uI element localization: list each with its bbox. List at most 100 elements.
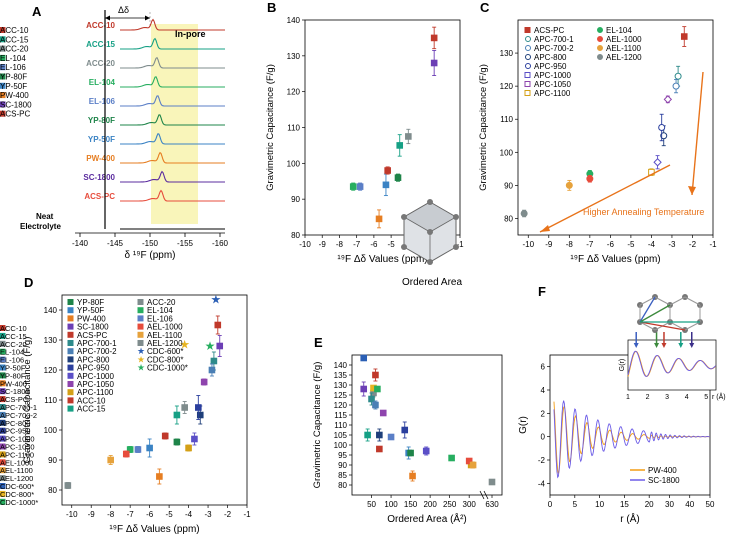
spectrum-label: EL-106 — [89, 97, 116, 106]
legend-marker — [67, 299, 74, 305]
spectrum-trace — [120, 56, 225, 69]
lattice-bond — [684, 296, 701, 306]
y-tick-label: 105 — [334, 431, 348, 440]
y-axis-label: Gravimetric Capacitance (F/g) — [265, 64, 276, 191]
y-tick-label: 130 — [44, 336, 58, 345]
legend-entry: YP-80F — [0, 371, 26, 380]
spectrum-label: EL-104 — [89, 78, 116, 87]
legend-entry: SC-1800 — [0, 387, 30, 396]
legend-marker — [0, 483, 6, 489]
data-point — [465, 457, 473, 465]
inpore-highlight — [151, 24, 198, 224]
lattice-bond — [669, 321, 686, 331]
x-tick-label: -6 — [370, 240, 378, 249]
legend-marker — [524, 72, 531, 78]
annealing-arrow-down-head — [688, 186, 696, 195]
peak-arrow-head — [633, 343, 639, 348]
data-point-star: ★ — [205, 339, 216, 353]
panel-f-label: F — [538, 284, 546, 299]
x-tick-label: 200 — [423, 500, 437, 509]
delta-label: Δδ — [118, 5, 129, 15]
legend-entry: SC-1800 — [648, 476, 680, 485]
legend-entry: ACC-20 — [0, 340, 27, 349]
legend-entry: EL-106 — [0, 356, 24, 365]
panel-a-x-tick-label: -150 — [142, 239, 159, 248]
legend-marker — [0, 459, 6, 466]
legend-marker — [0, 54, 6, 61]
legend-entry: ACS-PC — [534, 26, 564, 35]
spectrum-label: SC-1800 — [83, 173, 115, 182]
y-tick-label: 115 — [334, 411, 347, 420]
data-point — [360, 354, 368, 362]
y-tick-label: 130 — [334, 381, 348, 390]
lattice-bond — [639, 296, 656, 306]
legend-marker — [67, 331, 74, 338]
legend-entry: AEL-1000 — [147, 323, 183, 332]
y-tick-label: 140 — [287, 16, 301, 25]
x-tick-label: 30 — [665, 500, 674, 509]
legend-marker — [137, 299, 144, 305]
y-tick-label: 140 — [334, 361, 348, 370]
legend-marker — [0, 110, 6, 117]
legend-entry: SC-1800 — [77, 323, 109, 332]
panel-c: C -10 -9 -8 -7 -6 -5 -4 -3 -2 -1 80 90 100 110 120 130 ¹⁹… — [478, 0, 717, 265]
legend-marker — [0, 435, 6, 442]
legend-entry: APC-1000 — [77, 372, 114, 381]
y-tick-label: 90 — [338, 461, 347, 470]
y-tick-label: 4 — [541, 386, 546, 395]
legend-marker — [525, 45, 531, 51]
legend-entry: YP-80F — [0, 73, 27, 82]
y-tick-label: 90 — [291, 195, 300, 204]
data-point — [372, 371, 379, 379]
y-tick-label: 100 — [44, 426, 58, 435]
x-tick-label: -1 — [456, 240, 464, 249]
legend-entry: SC-1800 — [0, 100, 32, 109]
legend-entry: ACC-10 — [77, 396, 106, 405]
panel-a-label: A — [32, 4, 42, 19]
data-point — [379, 409, 387, 417]
legend-marker — [137, 315, 144, 322]
legend-marker — [67, 340, 74, 346]
legend-entry: CDC-600* — [147, 347, 183, 356]
legend-marker — [0, 427, 6, 434]
axis-break — [479, 490, 485, 500]
y-tick-label: 85 — [338, 471, 347, 480]
legend-entry: APC-800 — [534, 53, 567, 62]
x-tick-label: 300 — [463, 500, 477, 509]
legend-entry: YP-50F — [77, 306, 104, 315]
legend-marker — [67, 389, 74, 396]
legend-marker — [0, 325, 6, 331]
legend-entry: APC-700-2 — [534, 44, 574, 53]
legend-marker — [0, 380, 6, 387]
data-point — [680, 33, 688, 40]
annealing-arrow-down — [691, 71, 704, 196]
panel-a-x-label: δ ¹⁹F (ppm) — [125, 250, 176, 261]
legend-entry: YP-80F — [77, 298, 104, 307]
y-tick-label: 0 — [541, 433, 546, 442]
data-point — [469, 461, 477, 469]
data-point-star: ★ — [179, 338, 190, 352]
panel-a: A In-pore Δδ ACC-10 ACC-15 ACC-20 EL-104 EL-… — [20, 4, 229, 261]
lattice-distance-vector — [639, 321, 686, 331]
data-point — [216, 342, 224, 350]
legend-entry: APC-1100 — [0, 450, 34, 459]
legend-entry: APC-700-1 — [534, 35, 574, 44]
legend-marker: ★ — [137, 346, 145, 356]
y-tick-label: 80 — [504, 214, 513, 223]
legend-marker — [137, 323, 144, 330]
panel-b: B-10-9-8-7-6-5-4-3-2-1809010011012013014… — [0, 0, 464, 265]
axis-break — [483, 490, 489, 500]
data-point — [384, 167, 391, 174]
data-point — [195, 404, 202, 411]
legend-marker — [0, 404, 6, 410]
panel-a-x-tick-label: -145 — [107, 239, 124, 248]
lattice-distance-vector — [639, 296, 656, 323]
x-tick-label: -10 — [299, 240, 311, 249]
spectrum-trace — [120, 189, 225, 202]
legend-marker — [67, 397, 74, 404]
peak-arrow-head — [661, 343, 667, 348]
inset-sc-1800-curve — [627, 350, 716, 377]
legend-entry: EL-104 — [147, 306, 173, 315]
